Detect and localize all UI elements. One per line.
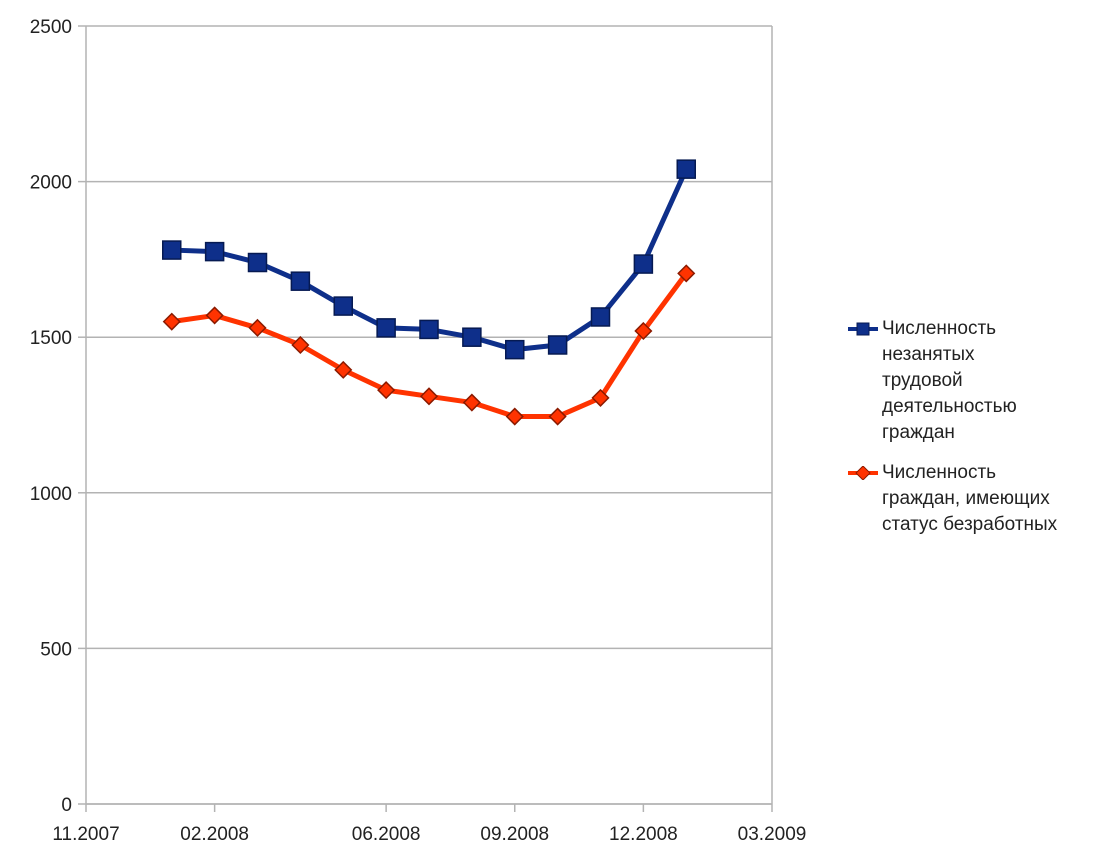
x-tick-label: 09.2008 xyxy=(480,824,549,845)
legend-label-line: статус безработных xyxy=(882,514,1058,535)
y-tick-label: 2000 xyxy=(30,173,72,194)
data-point-diamond xyxy=(419,387,439,406)
data-point-diamond xyxy=(205,306,224,325)
legend-item-registered-unemployed: Численность граждан, имеющих статус безр… xyxy=(848,460,1110,538)
legend-label-line: деятельностью xyxy=(882,396,1017,417)
data-point-square xyxy=(676,159,696,179)
legend-swatch-diamond-icon xyxy=(848,466,878,480)
data-point-square xyxy=(247,252,268,273)
legend-label-line: Численность xyxy=(882,462,997,483)
legend-swatch-square-icon xyxy=(848,322,878,336)
legend-label-line: трудовой xyxy=(882,370,963,391)
data-point-diamond xyxy=(505,407,524,426)
y-tick-label: 2500 xyxy=(30,17,72,38)
legend-label-line: граждан xyxy=(882,422,955,443)
data-point-square xyxy=(290,271,311,291)
data-point-diamond xyxy=(334,360,353,379)
y-tick-label: 1500 xyxy=(30,328,72,349)
data-point-square xyxy=(204,241,225,262)
data-point-square xyxy=(376,318,396,338)
x-tick-label: 06.2008 xyxy=(352,824,421,845)
data-point-diamond xyxy=(634,321,653,341)
data-point-square xyxy=(162,240,182,260)
x-tick-label: 02.2008 xyxy=(180,824,249,845)
x-tick-label: 12.2008 xyxy=(609,824,678,845)
legend-label-line: граждан, имеющих xyxy=(882,488,1050,509)
y-tick-label: 1000 xyxy=(30,484,72,505)
data-point-square xyxy=(419,319,439,340)
legend-label-line: Численность xyxy=(882,318,997,339)
data-point-diamond xyxy=(291,335,310,355)
legend: Численность незанятых трудовой деятельно… xyxy=(848,316,1110,552)
y-tick-label: 0 xyxy=(61,795,72,816)
legend-item-unemployed-total: Численность незанятых трудовой деятельно… xyxy=(848,316,1110,446)
data-point-square xyxy=(590,307,611,327)
data-point-diamond xyxy=(377,381,396,400)
data-point-square xyxy=(505,339,525,360)
data-point-square xyxy=(462,327,482,347)
data-point-diamond xyxy=(162,312,181,331)
data-point-square xyxy=(333,296,353,316)
y-tick-label: 500 xyxy=(40,639,72,660)
x-tick-label: 03.2009 xyxy=(738,824,807,845)
data-point-diamond xyxy=(248,318,267,337)
legend-label-line: незанятых xyxy=(882,344,975,365)
data-point-square xyxy=(633,254,654,274)
data-point-diamond xyxy=(591,388,610,407)
data-point-diamond xyxy=(677,264,696,283)
data-point-square xyxy=(547,335,568,355)
data-point-diamond xyxy=(548,407,567,426)
data-point-diamond xyxy=(462,393,481,412)
x-tick-label: 11.2007 xyxy=(52,824,119,845)
